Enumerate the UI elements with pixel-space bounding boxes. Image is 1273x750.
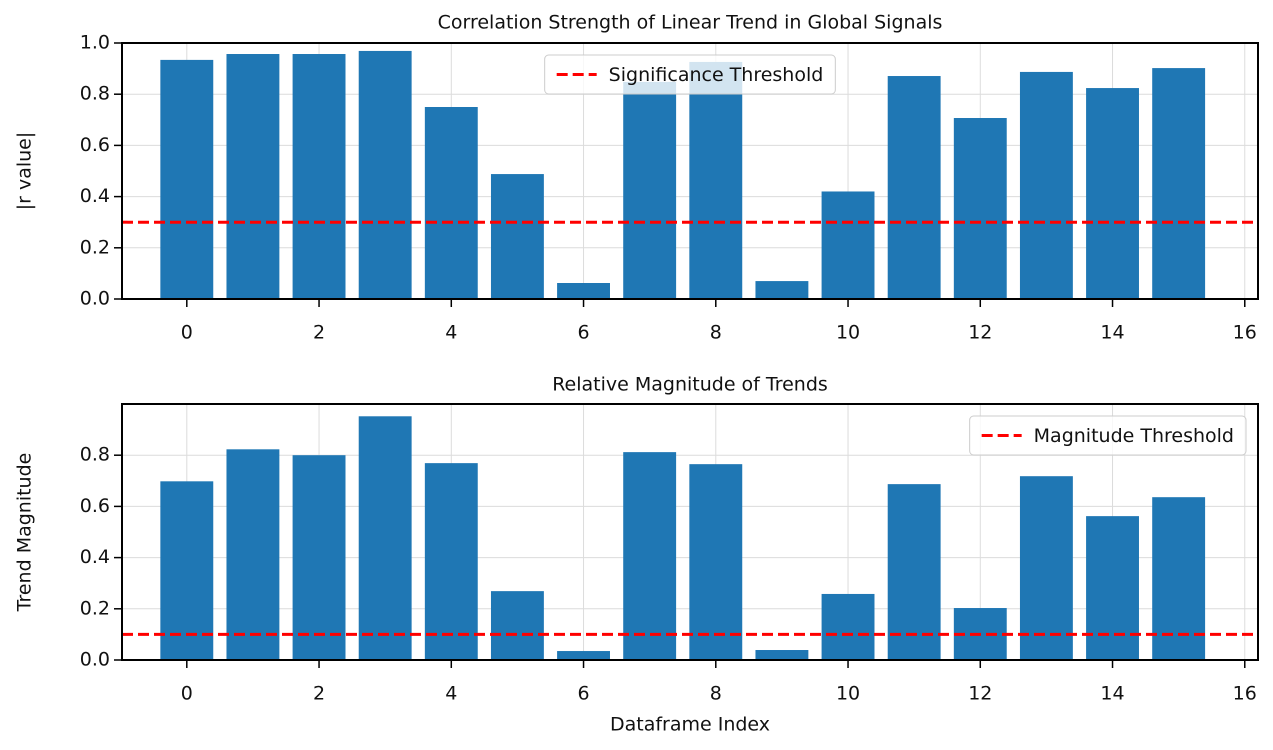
y-tick-label: 1.0 xyxy=(80,32,110,54)
y-axis-label: Trend Magnitude xyxy=(14,453,36,613)
bar xyxy=(160,481,214,660)
x-tick-label: 10 xyxy=(836,683,860,705)
bar xyxy=(358,416,412,660)
x-tick-label: 14 xyxy=(1100,683,1124,705)
y-tick-label: 0.6 xyxy=(80,495,110,517)
x-axis-label: Dataframe Index xyxy=(610,714,770,736)
x-tick-label: 0 xyxy=(181,322,193,344)
x-tick-label: 14 xyxy=(1100,322,1124,344)
bar xyxy=(1019,71,1073,299)
bar xyxy=(755,650,809,660)
y-tick-label: 0.0 xyxy=(80,649,110,671)
bar xyxy=(424,463,478,660)
bar xyxy=(358,50,412,299)
y-tick-label: 0.2 xyxy=(80,597,110,619)
bar xyxy=(821,593,875,660)
bar xyxy=(821,191,875,299)
x-tick-label: 16 xyxy=(1233,683,1257,705)
legend-label: Magnitude Threshold xyxy=(1034,425,1234,447)
legend: Magnitude Threshold xyxy=(969,415,1247,456)
bar xyxy=(1086,88,1139,299)
y-tick-label: 0.8 xyxy=(80,83,110,105)
bar xyxy=(689,464,743,660)
x-tick-label: 4 xyxy=(445,322,457,344)
bar xyxy=(887,484,941,660)
x-tick-label: 8 xyxy=(710,322,722,344)
x-tick-label: 2 xyxy=(313,322,325,344)
bar xyxy=(490,174,544,299)
legend: Significance Threshold xyxy=(544,54,836,95)
bar xyxy=(160,59,214,300)
bar xyxy=(623,81,677,299)
x-tick-label: 2 xyxy=(313,683,325,705)
y-axis-label: |r value| xyxy=(14,132,36,211)
x-tick-label: 4 xyxy=(445,683,457,705)
bar xyxy=(1019,476,1073,660)
y-tick-label: 0.0 xyxy=(80,288,110,310)
bar xyxy=(424,107,478,299)
x-tick-label: 0 xyxy=(181,683,193,705)
y-tick-label: 0.2 xyxy=(80,236,110,258)
bar xyxy=(292,455,346,660)
y-tick-label: 0.4 xyxy=(80,546,110,568)
bar xyxy=(557,283,610,299)
legend-label: Significance Threshold xyxy=(609,64,824,86)
bar xyxy=(557,651,610,660)
x-tick-label: 16 xyxy=(1233,322,1257,344)
x-tick-label: 10 xyxy=(836,322,860,344)
x-tick-label: 6 xyxy=(577,683,589,705)
bar xyxy=(623,452,677,660)
bar xyxy=(689,61,743,299)
bar xyxy=(1086,516,1139,660)
axes-frame xyxy=(121,403,1259,661)
legend-box xyxy=(969,415,1247,456)
bar xyxy=(292,54,346,300)
x-tick-label: 12 xyxy=(968,683,992,705)
bar xyxy=(755,281,809,299)
bar xyxy=(226,449,280,660)
y-tick-label: 0.6 xyxy=(80,134,110,156)
bar xyxy=(887,76,941,299)
y-tick-label: 0.8 xyxy=(80,444,110,466)
bar xyxy=(953,118,1007,300)
x-tick-label: 8 xyxy=(710,683,722,705)
bar xyxy=(1152,497,1206,660)
bar xyxy=(490,591,544,660)
chart-title: Correlation Strength of Linear Trend in … xyxy=(438,12,943,34)
bar xyxy=(226,54,280,300)
chart-title: Relative Magnitude of Trends xyxy=(552,374,828,396)
legend-box xyxy=(544,54,836,95)
x-tick-label: 6 xyxy=(577,322,589,344)
bar xyxy=(1152,68,1206,299)
axes-frame xyxy=(121,42,1259,300)
y-tick-label: 0.4 xyxy=(80,185,110,207)
x-tick-label: 12 xyxy=(968,322,992,344)
